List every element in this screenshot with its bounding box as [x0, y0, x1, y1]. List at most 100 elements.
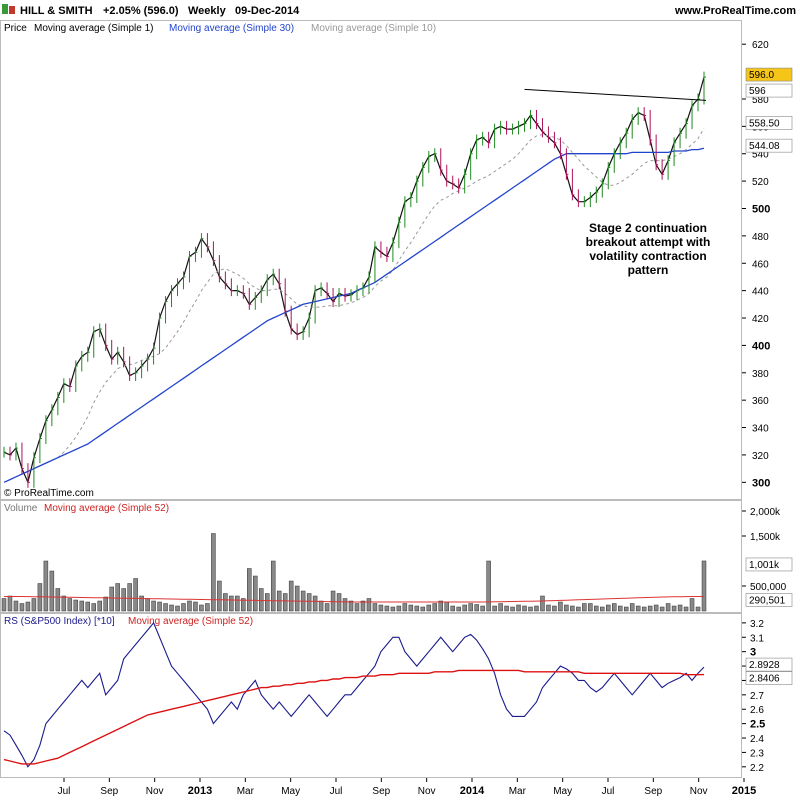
volume-bar [43, 560, 49, 612]
volume-bar [211, 533, 216, 612]
x-tick-label: Nov [418, 786, 436, 797]
annotation-line-3: volatility contraction [589, 249, 706, 263]
volume-bar [205, 603, 210, 612]
volume-bar [127, 583, 132, 612]
rs-y-tick-label: 3 [750, 647, 756, 659]
rs-panel-frame [0, 613, 742, 778]
volume-bar [157, 601, 162, 612]
rs-y-tick-label: 3.2 [750, 619, 764, 630]
x-tick-label: May [553, 786, 572, 797]
x-tick-label: Jul [602, 786, 615, 797]
volume-bar [552, 605, 557, 612]
volume-bar [641, 606, 647, 612]
price-y-tick-label: 380 [752, 369, 769, 380]
ma1-tag: 596 [749, 86, 766, 97]
volume-bar [582, 603, 587, 612]
volume-bar [181, 603, 186, 612]
rs-y-tick-label: 2.4 [750, 734, 764, 745]
volume-bar [444, 601, 449, 612]
volume-bar [576, 606, 581, 612]
volume-bar [432, 603, 438, 612]
volume-bar [594, 605, 599, 612]
rs-ma-tag-box [745, 671, 793, 685]
volume-bar [462, 604, 467, 612]
annotation-line-4: pattern [628, 263, 669, 277]
volume-bar [683, 606, 689, 612]
volume-bar [91, 603, 96, 612]
volume-bar [689, 598, 695, 612]
x-tick-label: Nov [146, 786, 164, 797]
rs-ma-line [3, 669, 705, 765]
volume-bar [223, 593, 228, 612]
volume-bar [282, 593, 288, 612]
volume-bar [671, 605, 677, 612]
volume-bar [606, 604, 611, 612]
volume-bar [241, 598, 246, 612]
volume-bar [588, 603, 593, 612]
volume-bar [348, 600, 354, 612]
volume-bar [677, 604, 683, 612]
volume-bar [121, 588, 126, 612]
date-label: 09-Dec-2014 [235, 5, 300, 17]
x-tick-label: 2015 [732, 785, 756, 797]
volume-bar [145, 598, 150, 612]
volume-bar [504, 605, 509, 612]
price-y-tick-label: 340 [752, 424, 769, 435]
volume-bar [109, 586, 114, 612]
price-y-tick-label: 440 [752, 287, 769, 298]
volume-bar [570, 605, 575, 612]
volume-bar [193, 601, 198, 612]
legend-ma10: Moving average (Simple 10) [311, 23, 436, 34]
price-panel-frame [0, 20, 742, 500]
x-tick-label: Nov [690, 786, 708, 797]
price-y-tick-label: 300 [752, 477, 770, 489]
volume-bar [97, 600, 102, 612]
volume-bar [151, 600, 156, 612]
rs-y-tick-label: 2.6 [750, 705, 764, 716]
volume-ma-tag: 290,501 [749, 595, 786, 606]
volume-bar [492, 605, 497, 612]
volume-bar [1, 598, 7, 612]
volume-bar [659, 606, 665, 612]
volume-bar [318, 600, 324, 612]
price-change: +2.05% (596.0) [103, 5, 179, 17]
ma1-tag-box [745, 83, 793, 98]
site-label[interactable]: www.ProRealTime.com [674, 5, 796, 17]
ma10-line [57, 128, 705, 459]
volume-bar [73, 599, 79, 612]
volume-tag: 1,001k [749, 560, 780, 571]
volume-bar [7, 595, 13, 612]
volume-y-tick-label: 1,500k [750, 532, 781, 543]
ma10-tag: 558.50 [749, 118, 780, 129]
period-label: Weekly [188, 5, 227, 17]
rs-tag-box [745, 657, 793, 672]
volume-bar [175, 605, 180, 612]
volume-bar [665, 603, 671, 612]
volume-bar [139, 595, 144, 612]
rs-legend: RS (S&P500 Index) [*10] Moving average (… [4, 616, 253, 627]
volume-bar [312, 595, 318, 612]
volume-bar [402, 603, 408, 612]
price-tag: 596.0 [749, 70, 774, 81]
volume-bar [259, 588, 264, 612]
volume-bar [103, 596, 108, 612]
volume-bar [695, 606, 701, 612]
volume-bar [456, 606, 461, 612]
annotation-line-1: Stage 2 continuation [589, 221, 707, 235]
x-tick-label: Sep [100, 786, 118, 797]
app-logo-icon-2 [9, 6, 15, 14]
rs-y-tick-label: 2.3 [750, 748, 764, 759]
annotation: Stage 2 continuation breakout attempt wi… [586, 221, 711, 277]
volume-bar [253, 575, 258, 612]
volume-bar [629, 603, 635, 612]
legend-ma1: Moving average (Simple 1) [34, 23, 154, 34]
volume-bar [306, 593, 312, 612]
annotation-line-2: breakout attempt with [586, 235, 711, 249]
volume-bar [49, 570, 55, 612]
legend-rs: RS (S&P500 Index) [*10] [4, 616, 115, 627]
volume-bar [486, 560, 491, 612]
ma10-tag-box [745, 116, 793, 130]
volume-bar [498, 603, 503, 612]
volume-bar [534, 605, 539, 612]
rs-ma-tag: 2.8406 [749, 674, 780, 685]
